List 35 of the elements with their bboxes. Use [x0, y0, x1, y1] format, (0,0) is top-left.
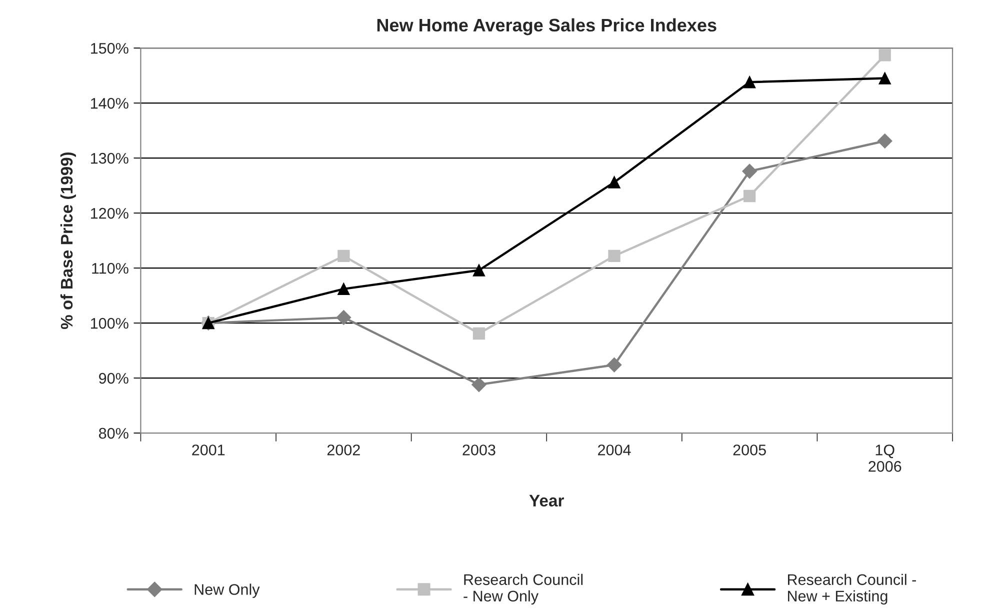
point	[472, 327, 486, 340]
point	[878, 72, 891, 84]
point	[878, 49, 891, 62]
x-tick-label: 2005	[733, 444, 766, 456]
point	[608, 250, 620, 262]
y-tick-label: 130%	[91, 152, 128, 164]
point	[338, 282, 350, 296]
legend-label: New Only	[194, 584, 260, 598]
point	[742, 164, 757, 179]
point	[472, 377, 486, 392]
point	[472, 264, 486, 276]
x-tick-label: 2004	[598, 444, 631, 456]
y-axis-title: % of Base Price (1999)	[60, 152, 76, 330]
legend-label: Research Council - New Only	[464, 574, 583, 605]
y-tick-label: 140%	[91, 98, 128, 109]
point	[877, 134, 892, 148]
x-axis-title: Year	[529, 494, 564, 507]
x-tick-label: 2003	[462, 444, 496, 456]
x-tick-label: 2001	[192, 444, 225, 456]
x-tick-label: 1Q 2006	[868, 444, 902, 472]
y-tick-label: 80%	[98, 428, 128, 439]
y-tick-label: 110%	[92, 262, 128, 274]
point	[606, 357, 622, 372]
chart-title: New Home Average Sales Price Indexes	[377, 18, 716, 36]
point	[336, 310, 352, 325]
y-tick-label: 100%	[91, 318, 128, 329]
point	[608, 176, 620, 188]
y-tick-label: 120%	[91, 208, 128, 219]
point	[338, 250, 350, 262]
y-tick-label: 150%	[91, 42, 128, 54]
y-tick-label: 90%	[99, 372, 128, 384]
x-tick-label: 2002	[327, 444, 360, 456]
point	[743, 76, 756, 88]
legend-label: Research Council - New + Existing	[788, 574, 916, 605]
point	[743, 190, 756, 202]
